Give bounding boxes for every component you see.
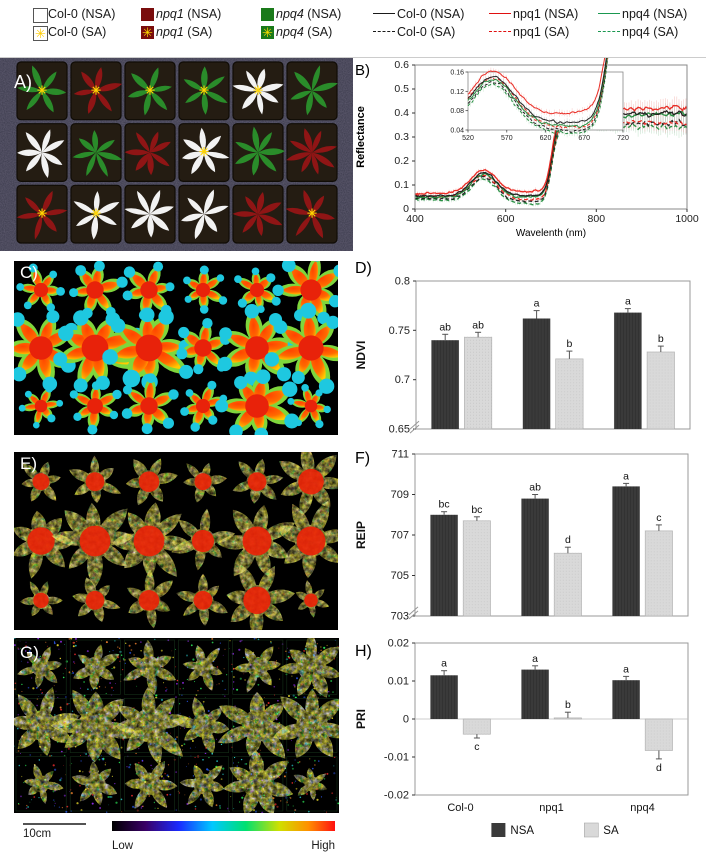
svg-text:SA: SA (603, 825, 619, 837)
svg-text:b: b (565, 699, 571, 711)
svg-text:ab: ab (472, 319, 484, 331)
svg-text:0.12: 0.12 (450, 89, 464, 96)
svg-text:0.6: 0.6 (394, 59, 409, 71)
svg-text:0.7: 0.7 (395, 374, 410, 386)
svg-text:✳: ✳ (91, 83, 101, 97)
svg-text:0.01: 0.01 (388, 676, 409, 688)
svg-text:400: 400 (406, 213, 424, 225)
svg-text:a: a (534, 298, 540, 310)
svg-text:a: a (532, 653, 538, 665)
svg-text:0.04: 0.04 (450, 128, 464, 135)
svg-text:a: a (625, 296, 631, 308)
svg-text:✳: ✳ (307, 207, 317, 221)
svg-text:d: d (565, 534, 571, 546)
svg-text:c: c (656, 512, 661, 524)
svg-text:H): H) (355, 643, 372, 660)
svg-text:✳: ✳ (253, 83, 263, 97)
svg-text:C): C) (20, 263, 38, 282)
svg-text:720: 720 (617, 135, 629, 142)
svg-text:0.1: 0.1 (394, 179, 409, 191)
svg-text:800: 800 (588, 213, 606, 225)
svg-text:REIP: REIP (354, 521, 368, 549)
svg-text:bc: bc (471, 504, 482, 516)
svg-text:High: High (311, 840, 335, 852)
svg-text:Col-0: Col-0 (447, 802, 473, 814)
svg-text:0: 0 (403, 714, 409, 726)
svg-text:c: c (474, 741, 479, 753)
svg-text:520: 520 (462, 135, 474, 142)
svg-text:a: a (441, 658, 447, 670)
svg-text:d: d (656, 762, 662, 774)
svg-text:0.2: 0.2 (394, 155, 409, 167)
svg-text:F): F) (355, 450, 370, 467)
svg-text:A): A) (14, 72, 32, 92)
svg-text:0.5: 0.5 (394, 83, 409, 95)
svg-text:E): E) (20, 454, 37, 473)
svg-text:703: 703 (391, 611, 409, 623)
svg-text:G): G) (20, 643, 39, 662)
svg-text:705: 705 (391, 570, 409, 582)
svg-text:B): B) (355, 62, 370, 79)
svg-text:0.3: 0.3 (394, 131, 409, 143)
svg-text:✳: ✳ (37, 83, 47, 97)
svg-text:a: a (623, 663, 629, 675)
svg-text:0.4: 0.4 (394, 107, 409, 119)
svg-text:✳: ✳ (145, 83, 155, 97)
svg-text:600: 600 (497, 213, 515, 225)
svg-text:-0.01: -0.01 (384, 752, 409, 764)
svg-text:0.75: 0.75 (389, 325, 410, 337)
svg-text:PRI: PRI (354, 709, 368, 729)
svg-text:-0.02: -0.02 (384, 790, 409, 802)
svg-text:NDVI: NDVI (354, 341, 368, 370)
svg-text:D): D) (355, 260, 372, 277)
svg-text:0.16: 0.16 (450, 70, 464, 77)
svg-text:570: 570 (501, 135, 513, 142)
svg-text:709: 709 (391, 489, 409, 501)
svg-text:bc: bc (439, 499, 450, 511)
svg-text:Reflectance: Reflectance (355, 106, 367, 168)
svg-text:ab: ab (439, 321, 451, 333)
svg-text:10cm: 10cm (23, 828, 51, 840)
svg-text:a: a (623, 470, 629, 482)
svg-text:Wavelenth (nm): Wavelenth (nm) (516, 228, 586, 239)
svg-text:✳: ✳ (199, 83, 209, 97)
svg-text:707: 707 (391, 530, 409, 542)
svg-text:711: 711 (391, 449, 409, 461)
svg-text:0.8: 0.8 (395, 276, 410, 288)
svg-text:NSA: NSA (510, 825, 534, 837)
svg-text:670: 670 (578, 135, 590, 142)
svg-text:0.65: 0.65 (389, 424, 410, 436)
svg-text:ab: ab (529, 482, 541, 494)
svg-text:b: b (658, 333, 664, 345)
svg-text:620: 620 (540, 135, 552, 142)
svg-text:✳: ✳ (91, 207, 101, 221)
svg-text:1000: 1000 (675, 213, 699, 225)
svg-text:0.08: 0.08 (450, 108, 464, 115)
svg-text:Low: Low (112, 840, 134, 852)
svg-text:npq1: npq1 (539, 802, 563, 814)
svg-text:0.02: 0.02 (388, 638, 409, 650)
svg-text:npq4: npq4 (630, 802, 654, 814)
svg-text:✳: ✳ (199, 145, 209, 159)
svg-text:b: b (566, 338, 572, 350)
svg-text:✳: ✳ (37, 207, 47, 221)
